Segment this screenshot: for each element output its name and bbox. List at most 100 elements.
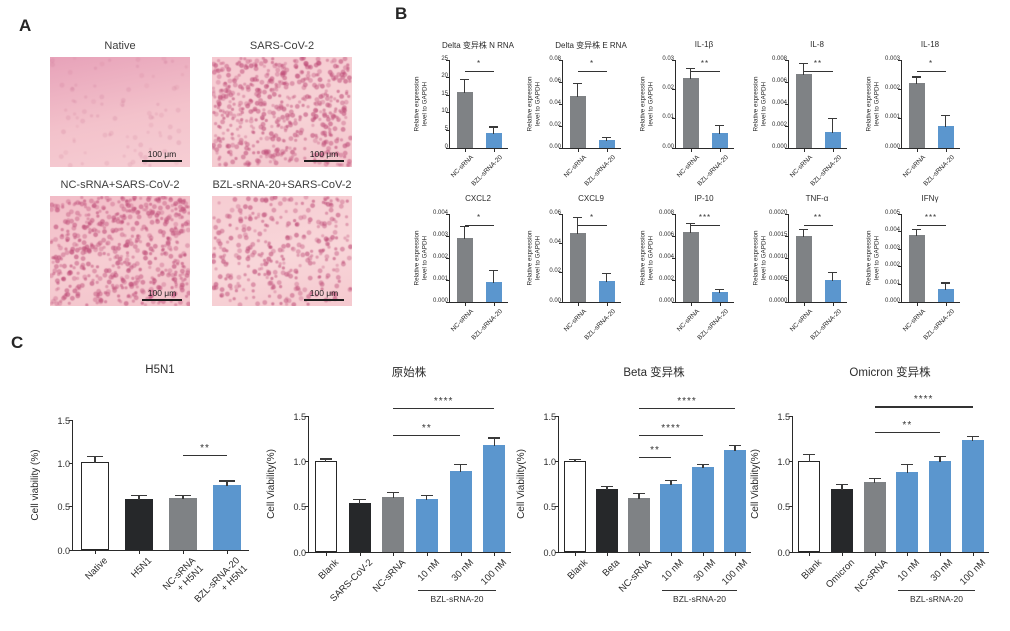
y-tick-label: 0.02 xyxy=(549,268,561,275)
y-tick-label: 1.0 xyxy=(293,456,306,467)
error-bar xyxy=(944,115,947,127)
y-tick-label: 0.5 xyxy=(57,502,70,513)
chart-title: CXCL9 xyxy=(578,194,604,203)
y-tick xyxy=(559,147,563,149)
bar-10-nm xyxy=(415,498,438,552)
y-tick xyxy=(446,235,450,237)
error-bar xyxy=(689,68,692,79)
error-bar xyxy=(906,464,908,474)
y-tick xyxy=(446,77,450,79)
bar-nc-srna xyxy=(682,77,699,148)
error-bar xyxy=(734,445,736,451)
error-bar-cap xyxy=(696,463,710,465)
error-bar xyxy=(802,64,805,76)
y-tick xyxy=(559,272,563,274)
y-tick-label: 0.008 xyxy=(771,55,787,62)
error-bar-cap xyxy=(175,495,191,497)
error-bar-cap xyxy=(600,485,614,487)
y-tick xyxy=(69,506,73,508)
significance-line xyxy=(577,224,607,226)
significance-stars: ** xyxy=(421,423,432,435)
cell-dots xyxy=(212,57,214,59)
bar-nc-srna xyxy=(456,238,473,302)
error-bar-cap xyxy=(912,228,921,230)
y-tick xyxy=(672,301,676,303)
y-axis-label: Relative expression level to GAPDH xyxy=(752,230,767,286)
y-axis-label: Relative expression level to GAPDH xyxy=(413,230,428,286)
x-tick xyxy=(464,302,466,306)
bar-chart-il-8: IL-8 Relative expression level to GAPDH 0.… xyxy=(743,34,856,190)
bar-nc-srna xyxy=(456,91,473,148)
significance-stars: * xyxy=(928,58,934,68)
x-tick xyxy=(916,302,918,306)
y-tick-label: 20 xyxy=(441,73,448,80)
x-tick xyxy=(907,552,909,556)
bar-chart-il-1b: IL-1β Relative expression level to GAPDH 0… xyxy=(630,34,743,190)
bar-30-nm xyxy=(929,461,951,552)
significance-stars: *** xyxy=(924,212,938,222)
error-bar xyxy=(605,138,608,142)
error-bar-cap xyxy=(319,458,332,460)
significance-line xyxy=(639,407,735,409)
y-tick-label: 0.0 xyxy=(543,547,556,558)
y-tick xyxy=(446,257,450,259)
error-bar-cap xyxy=(573,83,582,85)
y-tick xyxy=(898,301,902,303)
error-bar-cap xyxy=(420,494,433,496)
bar-beta xyxy=(596,488,618,552)
x-tick xyxy=(325,552,327,556)
y-tick-label: 1.0 xyxy=(543,456,556,467)
y-axis-label: Relative expression level to GAPDH xyxy=(526,76,541,132)
y-tick-label: 0.005 xyxy=(884,209,900,216)
error-bar-cap xyxy=(966,435,979,437)
bar-chart-omicron: Omicron 变异株 Cell Viability(%) 0.0 0.5 1.0 1.5… xyxy=(750,352,1004,628)
y-tick-label: 0.0010 xyxy=(769,253,788,260)
y-tick xyxy=(672,257,676,259)
scale-bar-line xyxy=(142,299,182,301)
y-tick-label: 0.001 xyxy=(884,114,900,121)
y-tick xyxy=(785,103,789,105)
microscopy-image-native: Native 100 μm xyxy=(50,40,190,167)
y-tick xyxy=(446,94,450,96)
bar-bzl-srna-20 xyxy=(937,126,954,148)
y-tick xyxy=(555,460,559,462)
error-bar xyxy=(802,230,805,237)
x-tick xyxy=(607,552,608,556)
y-tick xyxy=(785,257,789,259)
bar-nc-srna xyxy=(908,235,925,302)
error-bar-cap xyxy=(715,124,724,126)
x-tick xyxy=(577,148,579,152)
group-bracket-line xyxy=(662,590,737,592)
y-tick-label: 1.5 xyxy=(57,415,70,426)
chart-title: IFNγ xyxy=(921,194,939,203)
y-tick xyxy=(446,279,450,281)
x-tick xyxy=(916,148,918,152)
error-bar-cap xyxy=(803,453,816,455)
y-tick xyxy=(789,415,793,417)
significance-line xyxy=(393,435,461,437)
y-tick xyxy=(555,506,559,508)
y-tick xyxy=(305,460,309,462)
error-bar-cap xyxy=(488,437,501,439)
x-tick xyxy=(719,302,721,306)
x-tick xyxy=(703,552,704,556)
bar-chart-cxcl9: CXCL9 Relative expression level to GAPDH 0… xyxy=(517,188,630,344)
scale-bar-line xyxy=(142,160,182,162)
plot-area: 0.00 0.02 0.04 0.06 * xyxy=(549,210,621,306)
y-tick xyxy=(559,213,563,215)
error-bar xyxy=(718,289,721,294)
error-bar xyxy=(226,481,228,486)
bar-bzl-srna-20 xyxy=(485,282,502,302)
plot-area: 0.0 0.5 1.0 1.5 ** **** BZL-sRNA-20 xyxy=(777,394,989,604)
x-tick xyxy=(671,552,672,556)
microscopy-image-sars-cov-2: SARS-CoV-2 100 μm xyxy=(212,40,352,167)
microscopy-photo: 100 μm xyxy=(50,196,190,306)
significance-line xyxy=(690,224,720,226)
y-tick-label: 0.03 xyxy=(662,55,674,62)
group-bracket-label: BZL-sRNA-20 xyxy=(910,594,963,604)
error-bar-cap xyxy=(460,78,469,81)
error-bar-cap xyxy=(489,126,498,128)
significance-stars: * xyxy=(476,58,482,68)
plot-area: 0.0 0.5 1.0 1.5 ** **** BZL-sRNA-20 xyxy=(293,396,511,604)
y-tick-label: 0.000 xyxy=(884,297,900,304)
